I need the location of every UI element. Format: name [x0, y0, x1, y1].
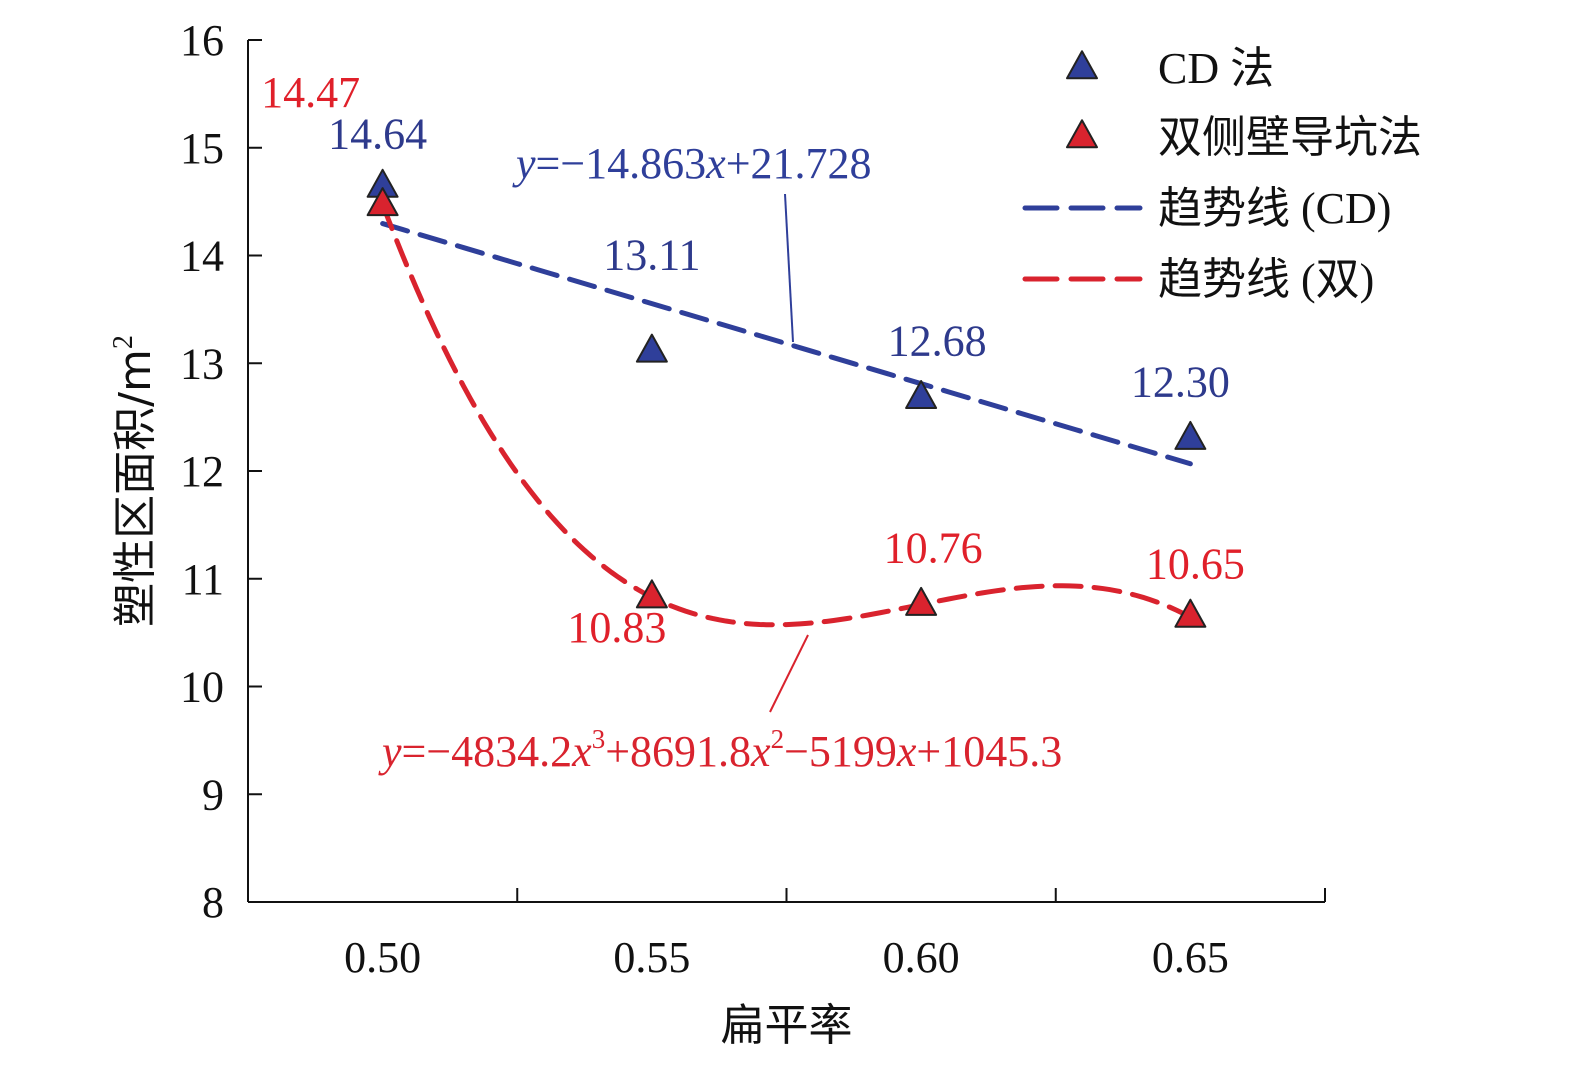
double-trend-equation: y=−4834.2x3+8691.8x2−5199x+1045.3 — [378, 724, 1062, 776]
double-marker — [366, 187, 399, 217]
cd-data-label: 14.64 — [328, 110, 427, 159]
y-axis-title: 塑性区面积/m2 — [108, 335, 161, 627]
data-labels: 14.64 13.11 12.68 12.30 14.47 10.83 10.76 10.65 — [261, 68, 1245, 652]
equation-leader-line — [784, 193, 794, 343]
equation-term: x — [750, 727, 771, 776]
trendline-cd — [380, 221, 1193, 467]
y-tick-label: 10 — [180, 663, 224, 712]
x-tick-label: 0.65 — [1152, 933, 1229, 982]
equation-term: x — [705, 139, 726, 188]
x-tick-label: 0.50 — [344, 933, 421, 982]
y-tick-label: 15 — [180, 124, 224, 173]
y-tick-label: 12 — [180, 447, 224, 496]
legend-label: 趋势线 (CD) — [1158, 184, 1391, 233]
equation-term: x — [571, 727, 592, 776]
y-axis-title-text: 塑性区面积/m — [110, 349, 161, 627]
legend-label: 趋势线 (双) — [1158, 255, 1374, 304]
y-tick-label: 9 — [202, 770, 224, 819]
cd-marker — [635, 333, 668, 363]
cd-trend-equation: y=−14.863x+21.728 — [512, 139, 872, 188]
y-tick-label: 8 — [202, 878, 224, 927]
equation-term: −5199 — [784, 727, 897, 776]
legend-marker — [1066, 119, 1098, 149]
x-axis-title: 扁平率 — [721, 1000, 853, 1051]
trend-equations: y=−14.863x+21.728y=−4834.2x3+8691.8x2−51… — [378, 139, 1062, 776]
cd-data-label: 12.30 — [1131, 358, 1230, 407]
trendlines — [380, 201, 1193, 628]
y-tick-label: 14 — [180, 232, 224, 281]
equation-term: x — [896, 727, 917, 776]
equation-term: y — [512, 139, 536, 188]
y-axis-title-superscript: 2 — [108, 335, 139, 349]
cd-data-label: 12.68 — [888, 317, 987, 366]
x-tick-label: 0.60 — [883, 933, 960, 982]
equation-term: +21.728 — [726, 139, 872, 188]
equation-leader-line — [769, 634, 809, 713]
y-tick-label: 11 — [182, 555, 224, 604]
x-tick-label: 0.55 — [613, 933, 690, 982]
double-data-label: 10.65 — [1146, 539, 1245, 588]
legend-marker — [1066, 50, 1098, 80]
cd-data-label: 13.11 — [603, 230, 700, 279]
double-data-label: 10.76 — [884, 524, 983, 573]
equation-term: +8691.8 — [605, 727, 751, 776]
trendline-double — [380, 201, 1193, 628]
equation-term: =−14.863 — [536, 139, 707, 188]
axes: 8 9 10 11 12 13 14 15 16 0.50 0.55 0.60 0.65 扁平率 塑性区面积… — [108, 16, 1326, 1051]
double-marker — [635, 579, 668, 609]
legend-label: CD 法 — [1158, 44, 1274, 93]
double-data-label: 14.47 — [261, 68, 360, 117]
legend-label: 双侧壁导坑法 — [1158, 113, 1422, 162]
equation-term: +1045.3 — [916, 727, 1062, 776]
equation-exponent: 2 — [771, 724, 785, 754]
double-marker — [905, 586, 938, 616]
y-tick-label: 16 — [180, 16, 224, 65]
cd-marker — [905, 379, 938, 409]
cd-marker — [1174, 420, 1207, 450]
equation-term: y — [378, 727, 402, 776]
y-tick-label: 13 — [180, 339, 224, 388]
data-markers — [366, 168, 1207, 628]
equation-exponent: 3 — [592, 724, 606, 754]
double-data-label: 10.83 — [567, 603, 666, 652]
double-marker — [1174, 598, 1207, 628]
equation-term: =−4834.2 — [402, 727, 573, 776]
